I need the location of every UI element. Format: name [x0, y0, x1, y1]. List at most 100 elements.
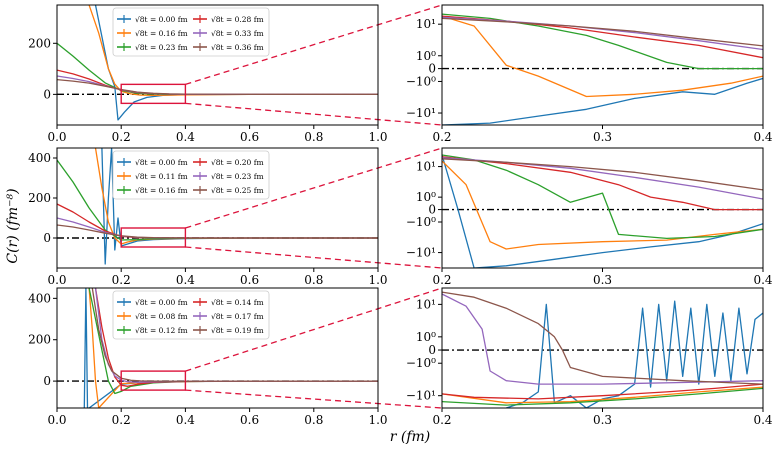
- x-tick-label: 0.0: [47, 130, 66, 144]
- x-tick-label: 0.3: [593, 273, 612, 287]
- x-tick-label: 0.6: [240, 413, 259, 427]
- y-tick-label: 10¹: [416, 17, 436, 31]
- y-tick-label: 0: [43, 374, 51, 388]
- y-tick-label: 400: [28, 151, 51, 165]
- series-group: [57, 5, 378, 121]
- x-tick-label: 0.2: [432, 130, 451, 144]
- zoom-connector-bottom: [185, 246, 443, 269]
- y-tick-label: 0: [43, 231, 51, 245]
- legend-frame: [112, 7, 270, 57]
- x-tick-label: 1.0: [368, 130, 387, 144]
- x-tick-label: 0.2: [112, 130, 131, 144]
- y-tick-label: 10⁰: [416, 190, 436, 204]
- zoom-connector-top: [185, 287, 443, 372]
- x-tick-label: 0.2: [112, 273, 131, 287]
- axes-frame: [441, 287, 764, 409]
- series-group: [442, 291, 763, 408]
- legend-entry: √8t = 0.17 fm: [211, 312, 264, 321]
- series-line-1: [442, 154, 763, 268]
- x-tick-label: 0.4: [753, 413, 772, 427]
- series-line-5: [57, 217, 378, 239]
- series-line-6: [57, 78, 378, 96]
- y-tick-label: 200: [28, 191, 51, 205]
- x-tick-label: 0.6: [240, 273, 259, 287]
- series-line-4: [442, 383, 763, 400]
- legend: √8t = 0.00 fm √8t = 0.11 fm √8t = 0.16 fm √…: [112, 150, 270, 200]
- zoom-box: [120, 83, 187, 105]
- legend-frame: [112, 290, 270, 340]
- series-line-2: [442, 386, 763, 404]
- y-tick-label: 200: [28, 333, 51, 347]
- y-tick-label: −10⁰: [406, 215, 436, 229]
- series-line-1: [442, 77, 763, 125]
- x-tick-label: 0.4: [176, 130, 195, 144]
- axes-frame: [441, 4, 764, 126]
- x-tick-label: 0.2: [432, 273, 451, 287]
- legend-frame: [112, 150, 270, 200]
- x-tick-label: 0.0: [47, 413, 66, 427]
- legend-entry: √8t = 0.28 fm: [211, 15, 264, 24]
- series-line-6: [442, 17, 763, 47]
- zoom-connector-bottom: [185, 389, 443, 409]
- zoom-connector-bottom: [185, 102, 443, 126]
- legend-entry: √8t = 0.33 fm: [211, 29, 264, 38]
- legend-entry: √8t = 0.36 fm: [211, 43, 264, 52]
- zoom-box: [120, 370, 187, 391]
- legend-entry: √8t = 0.23 fm: [135, 43, 188, 52]
- legend-entry: √8t = 0.16 fm: [135, 186, 188, 195]
- series-line-4: [442, 15, 763, 59]
- axes-frame: [56, 4, 379, 126]
- x-tick-label: 0.2: [432, 413, 451, 427]
- series-line-3: [442, 387, 763, 406]
- x-axis-label: r (fm): [390, 429, 431, 445]
- legend: √8t = 0.00 fm √8t = 0.08 fm √8t = 0.12 fm √…: [112, 290, 270, 340]
- x-tick-label: 1.0: [368, 273, 387, 287]
- x-tick-label: 0.4: [753, 130, 772, 144]
- y-tick-label: 200: [28, 36, 51, 50]
- y-tick-label: −10¹: [406, 246, 436, 260]
- legend-entry: √8t = 0.20 fm: [211, 158, 264, 167]
- x-tick-label: 0.8: [304, 273, 323, 287]
- y-tick-label: −10⁰: [406, 74, 436, 88]
- series-line-6: [442, 291, 763, 385]
- x-tick-label: 0.4: [176, 413, 195, 427]
- y-tick-label: 400: [28, 291, 51, 305]
- series-line-3: [442, 154, 763, 240]
- legend-entry: √8t = 0.00 fm: [135, 298, 188, 307]
- y-tick-label: 0: [43, 87, 51, 101]
- y-tick-label: −10⁰: [406, 356, 436, 370]
- y-tick-label: 10⁰: [416, 330, 436, 344]
- y-tick-label: 0: [428, 343, 436, 357]
- legend: √8t = 0.00 fm √8t = 0.16 fm √8t = 0.23 fm √…: [112, 7, 270, 57]
- axes-frame: [56, 147, 379, 269]
- legend-entry: √8t = 0.19 fm: [211, 326, 264, 335]
- legend-entry: √8t = 0.00 fm: [135, 15, 188, 24]
- series-group: [442, 154, 763, 268]
- legend-entry: √8t = 0.14 fm: [211, 298, 264, 307]
- legend-entry: √8t = 0.16 fm: [135, 29, 188, 38]
- x-tick-label: 0.3: [593, 130, 612, 144]
- y-axis-label: C(r) (fm⁻⁸): [5, 188, 21, 263]
- series-line-6: [442, 158, 763, 191]
- series-line-2: [442, 160, 763, 250]
- legend-entry: √8t = 0.12 fm: [135, 326, 188, 335]
- legend-entry: √8t = 0.00 fm: [135, 158, 188, 167]
- y-tick-label: 10⁰: [416, 49, 436, 63]
- x-tick-label: 0.6: [240, 130, 259, 144]
- x-tick-label: 0.4: [753, 273, 772, 287]
- y-tick-label: 10¹: [416, 297, 436, 311]
- series-line-6: [91, 288, 378, 382]
- zoom-connector-top: [185, 147, 443, 229]
- y-tick-label: 10¹: [416, 160, 436, 174]
- legend-entry: √8t = 0.11 fm: [135, 172, 188, 181]
- legend-entry: √8t = 0.08 fm: [135, 312, 188, 321]
- y-tick-label: 0: [428, 62, 436, 76]
- x-tick-label: 0.3: [593, 413, 612, 427]
